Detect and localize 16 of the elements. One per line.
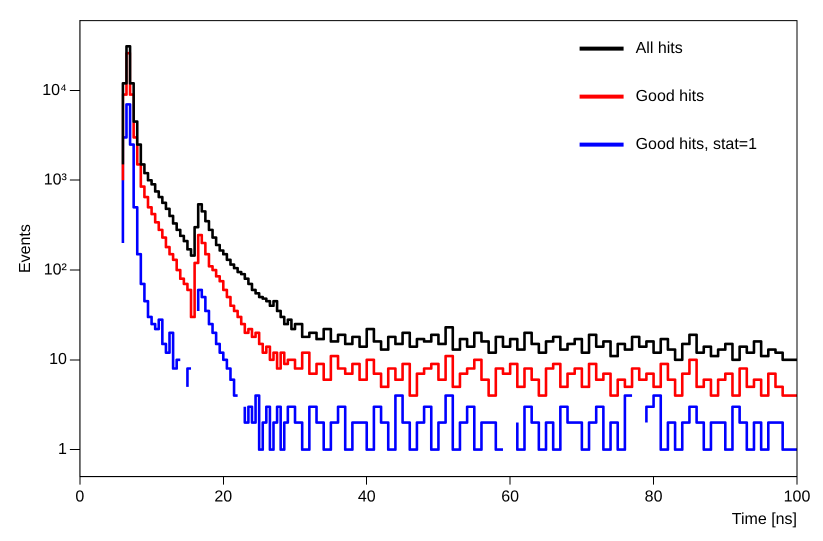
x-tick-label: 40 [358, 488, 376, 506]
legend-label: All hits [636, 40, 683, 58]
legend-label: Good hits [636, 88, 704, 106]
x-axis-title: Time [ns] [732, 510, 797, 528]
y-tick-label: 10² [44, 261, 68, 278]
x-tick-label: 100 [784, 488, 810, 506]
y-tick-label: 1 [58, 440, 67, 458]
y-tick-label: 10⁴ [42, 82, 67, 99]
x-tick-label: 60 [501, 488, 520, 506]
y-tick-label: 10 [49, 351, 67, 368]
y-tick-label: 10³ [44, 172, 68, 189]
x-tick-label: 80 [644, 488, 663, 506]
y-axis-title: Events [17, 224, 34, 274]
legend-label: Good hits, stat=1 [636, 136, 758, 154]
x-tick-label: 0 [75, 488, 84, 506]
x-tick-label: 20 [214, 488, 232, 506]
